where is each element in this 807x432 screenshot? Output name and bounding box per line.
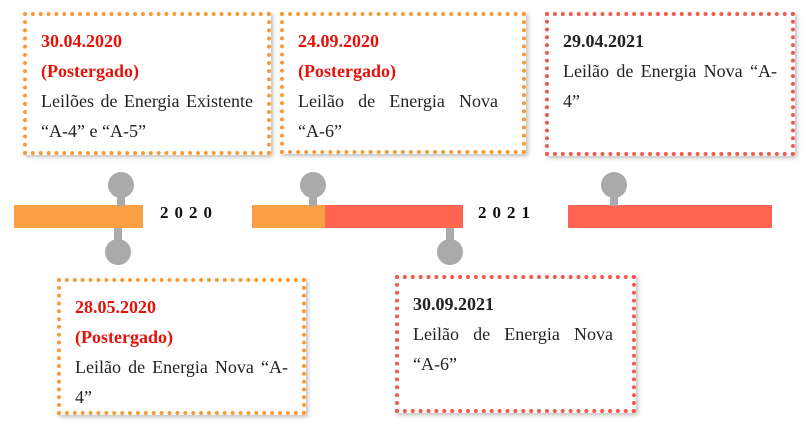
- event-date: 28.05.2020: [75, 297, 156, 317]
- bar-segment: [568, 205, 772, 228]
- pin: [601, 172, 627, 198]
- bar-segment: [252, 205, 325, 228]
- event-box: 28.05.2020 (Postergado) Leilão de Energi…: [57, 278, 306, 415]
- bar-segment: [14, 205, 143, 228]
- pins: [105, 172, 627, 265]
- event-date: 30.04.2020: [41, 31, 122, 51]
- event-box: 30.04.2020 (Postergado) Leilões de Energ…: [23, 12, 271, 155]
- year-label: 2021: [478, 203, 536, 222]
- event-date: 30.09.2021: [413, 294, 494, 314]
- event-status: (Postergado): [75, 327, 173, 347]
- event-date: 29.04.2021: [563, 31, 644, 51]
- event-box: 24.09.2020 (Postergado) Leilão de Energi…: [280, 12, 526, 154]
- event-box: 29.04.2021 Leilão de Energia Nova “A-4”: [545, 12, 795, 156]
- year-label: 2020: [160, 203, 218, 222]
- event-status: (Postergado): [298, 61, 396, 81]
- event-description: Leilões de Energia Existente “A-4” e “A-…: [41, 91, 253, 141]
- bar-segment: [325, 205, 463, 228]
- pin: [105, 239, 131, 265]
- event-description: Leilão de Energia Nova “A-6”: [298, 91, 498, 141]
- event-box: 30.09.2021 Leilão de Energia Nova “A-6”: [395, 275, 636, 413]
- pin: [300, 172, 326, 198]
- event-description: Leilão de Energia Nova “A-4”: [75, 357, 288, 407]
- pin: [108, 172, 134, 198]
- pin: [437, 239, 463, 265]
- event-description: Leilão de Energia Nova “A-6”: [413, 324, 613, 374]
- event-description: Leilão de Energia Nova “A-4”: [563, 61, 777, 111]
- event-date: 24.09.2020: [298, 31, 379, 51]
- event-status: (Postergado): [41, 61, 139, 81]
